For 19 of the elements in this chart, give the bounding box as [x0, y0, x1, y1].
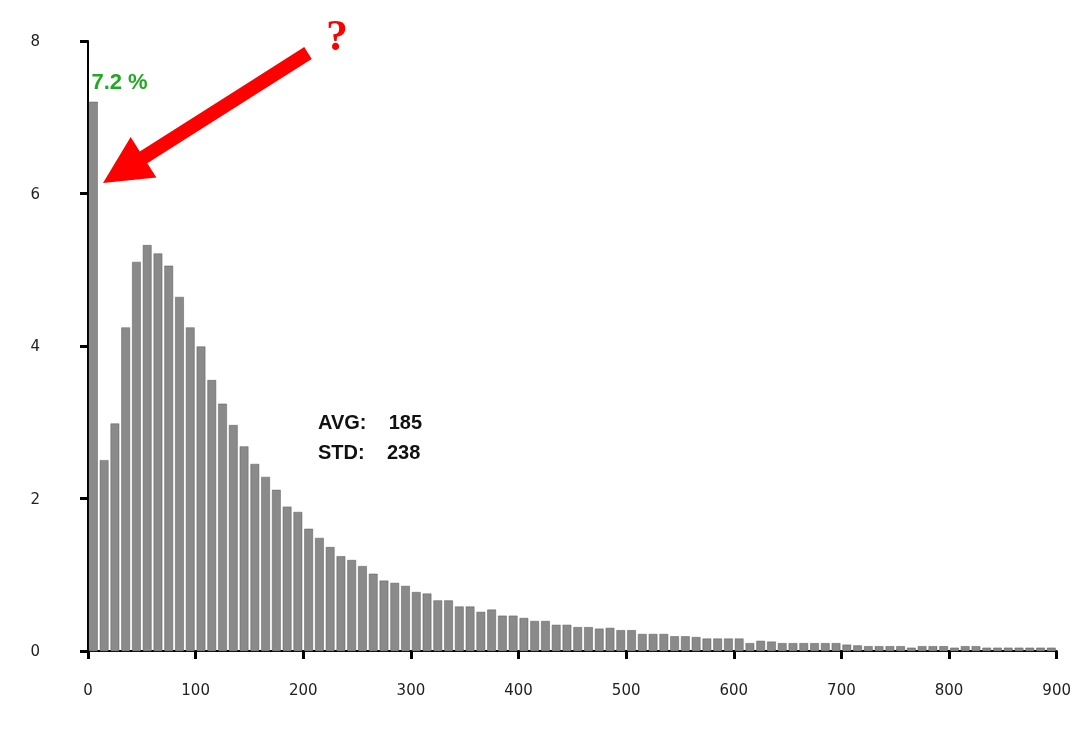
- x-tick-label: 900: [1042, 680, 1072, 699]
- x-tick-label: 100: [181, 680, 210, 699]
- y-tick-label: 8: [30, 32, 40, 50]
- annotation: ?: [326, 10, 348, 60]
- x-tick-label: 200: [288, 680, 318, 699]
- x-tick-label: 600: [719, 680, 749, 699]
- annotation: AVG: 185: [318, 411, 423, 433]
- x-tick-label: 700: [827, 680, 856, 699]
- y-tick-label: 0: [30, 642, 40, 660]
- y-tick-label: 2: [30, 489, 40, 508]
- y-tick-label: 6: [30, 184, 40, 203]
- annotation: STD: 238: [318, 441, 421, 463]
- x-tick-label: 800: [934, 680, 964, 699]
- x-tick-label: 300: [396, 680, 426, 699]
- x-tick-label: 400: [504, 680, 533, 699]
- x-tick-label: 500: [611, 680, 641, 699]
- y-tick-label: 4: [30, 337, 40, 355]
- annotation: 7.2 %: [91, 68, 148, 94]
- x-tick-label: 0: [83, 680, 93, 699]
